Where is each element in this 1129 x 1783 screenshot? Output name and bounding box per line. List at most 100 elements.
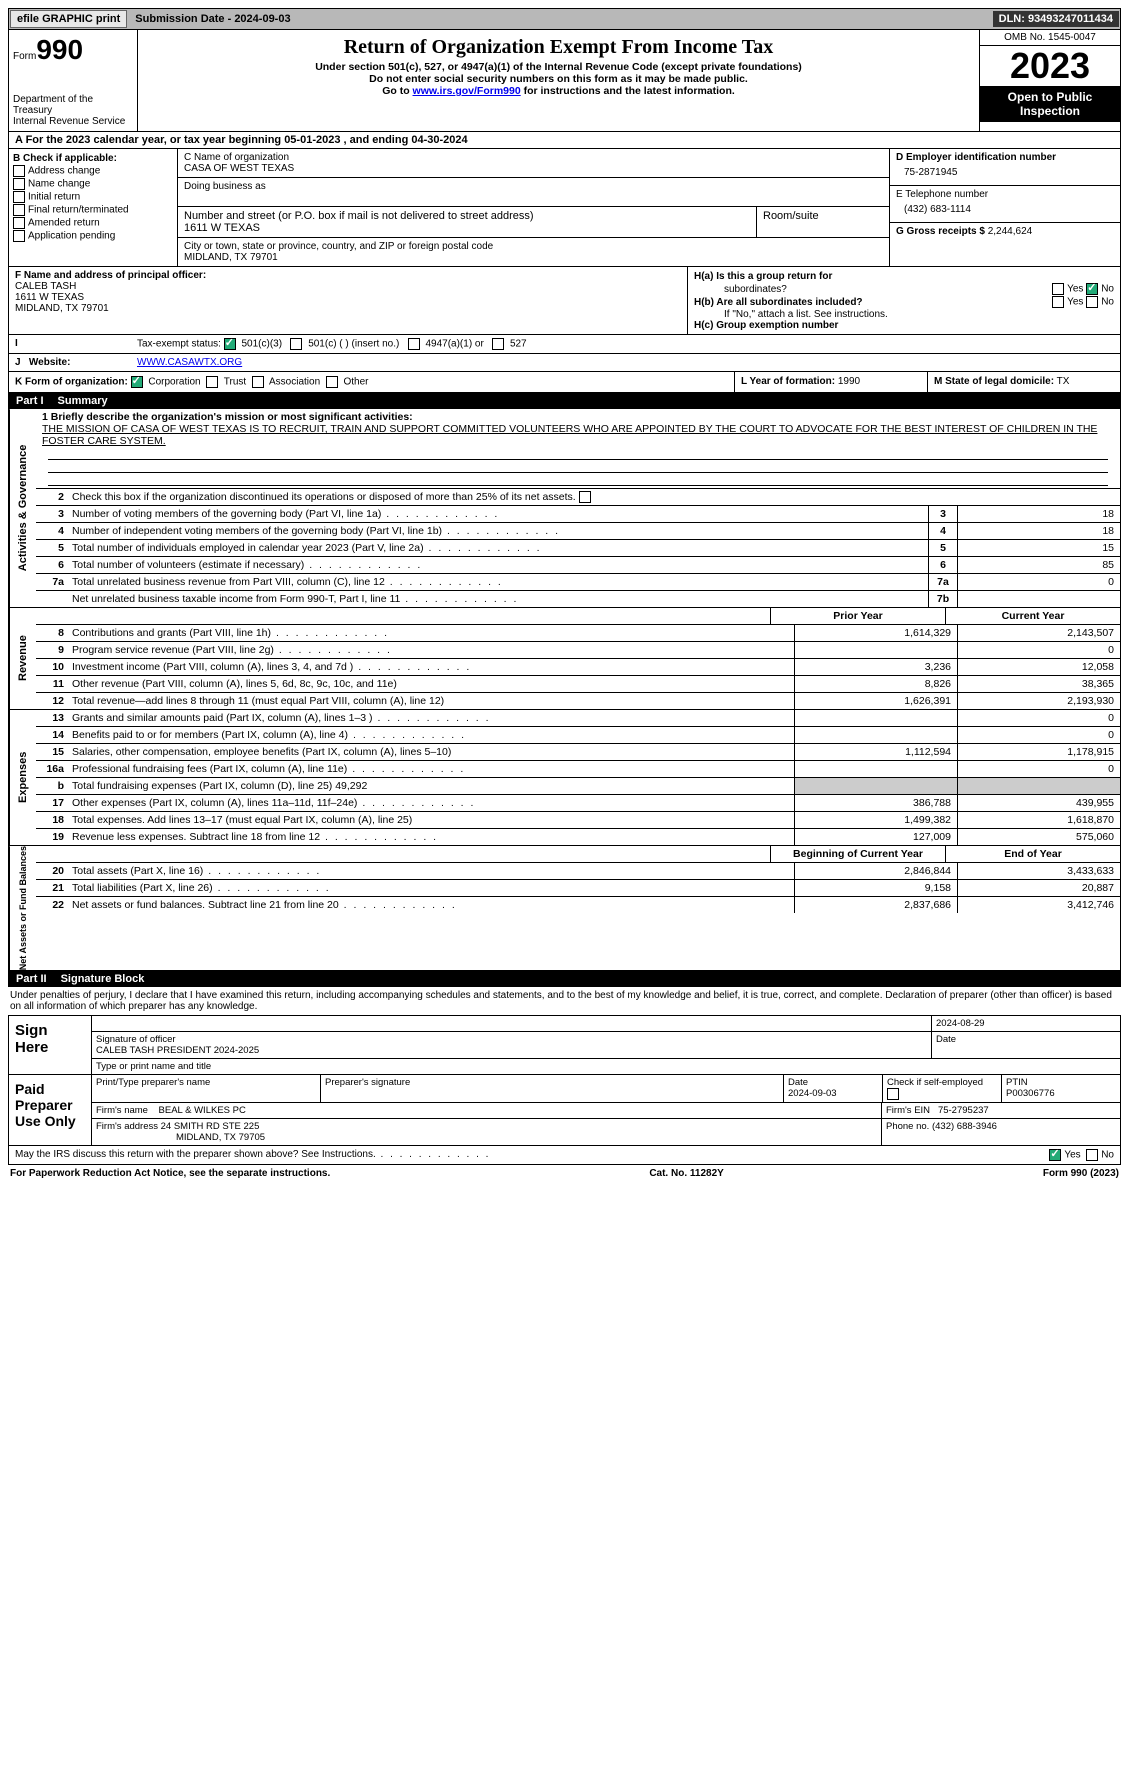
state-domicile: TX (1057, 376, 1070, 387)
c18: 1,618,870 (957, 812, 1120, 828)
paid-preparer-label: Paid Preparer Use Only (9, 1075, 92, 1145)
org-name: CASA OF WEST TEXAS (184, 163, 883, 174)
section-bcd: B Check if applicable: Address change Na… (8, 149, 1121, 267)
line-7b: Net unrelated business taxable income fr… (68, 591, 928, 607)
line-4: Number of independent voting members of … (68, 523, 928, 539)
hb-label: H(b) Are all subordinates included? (694, 297, 863, 308)
tab-expenses: Expenses (9, 710, 36, 845)
chk-other[interactable] (326, 376, 338, 388)
discuss-no[interactable] (1086, 1149, 1098, 1161)
ha2-label: subordinates? (694, 284, 787, 295)
box-b: B Check if applicable: Address change Na… (9, 149, 178, 266)
line-6: Total number of volunteers (estimate if … (68, 557, 928, 573)
discuss-yes[interactable] (1049, 1149, 1061, 1161)
officer-addr1: 1611 W TEXAS (15, 292, 84, 303)
phone-label: E Telephone number (896, 189, 1114, 200)
line-18: Total expenses. Add lines 13–17 (must eq… (68, 812, 794, 828)
p11: 8,826 (794, 676, 957, 692)
form-header: Form990 Department of the Treasury Inter… (8, 30, 1121, 132)
hb-yes[interactable] (1052, 296, 1064, 308)
firm-ein: 75-2795237 (938, 1105, 989, 1116)
c9: 0 (957, 642, 1120, 658)
dba-label: Doing business as (184, 181, 883, 192)
chk-assoc[interactable] (252, 376, 264, 388)
line-7a: Total unrelated business revenue from Pa… (68, 574, 928, 590)
irs-discuss-row: May the IRS discuss this return with the… (8, 1146, 1121, 1165)
chk-527[interactable] (492, 338, 504, 350)
paid-preparer-block: Paid Preparer Use Only Print/Type prepar… (8, 1075, 1121, 1146)
officer-label: F Name and address of principal officer: (15, 270, 206, 281)
ha-no[interactable] (1086, 283, 1098, 295)
line-10: Investment income (Part VIII, column (A)… (68, 659, 794, 675)
hb2-label: If "No," attach a list. See instructions… (694, 309, 1114, 320)
p18: 1,499,382 (794, 812, 957, 828)
chk-pending[interactable]: Application pending (13, 230, 173, 242)
ha-label: H(a) Is this a group return for (694, 271, 832, 282)
c15: 1,178,915 (957, 744, 1120, 760)
ha-yes[interactable] (1052, 283, 1064, 295)
submission-date: Submission Date - 2024-09-03 (131, 13, 294, 25)
p22: 2,837,686 (794, 897, 957, 913)
c19: 575,060 (957, 829, 1120, 845)
hc-label: H(c) Group exemption number (694, 320, 838, 331)
revenue-section: Revenue Prior YearCurrent Year 8Contribu… (8, 608, 1121, 710)
website-link[interactable]: WWW.CASAWTX.ORG (137, 357, 242, 368)
expenses-section: Expenses 13Grants and similar amounts pa… (8, 710, 1121, 846)
signature-intro: Under penalties of perjury, I declare th… (8, 987, 1121, 1015)
chk-4947[interactable] (408, 338, 420, 350)
c12: 2,193,930 (957, 693, 1120, 709)
activities-governance: Activities & Governance 1 Briefly descri… (8, 409, 1121, 608)
c21: 20,887 (957, 880, 1120, 896)
line-13: Grants and similar amounts paid (Part IX… (68, 710, 794, 726)
gross-label: G Gross receipts $ (896, 226, 985, 237)
tab-activities: Activities & Governance (9, 409, 36, 607)
tax-year: 2023 (980, 46, 1120, 86)
org-name-label: C Name of organization (184, 152, 883, 163)
sig-officer-label: Signature of officer (96, 1034, 927, 1045)
chk-address[interactable]: Address change (13, 165, 173, 177)
p17: 386,788 (794, 795, 957, 811)
box-h: H(a) Is this a group return for subordin… (687, 267, 1120, 334)
box-f: F Name and address of principal officer:… (9, 267, 687, 334)
c8: 2,143,507 (957, 625, 1120, 641)
sig-type-label: Type or print name and title (92, 1059, 1120, 1074)
line-12: Total revenue—add lines 8 through 11 (mu… (68, 693, 794, 709)
p16a (794, 761, 957, 777)
row-klm: K Form of organization: Corporation Trus… (8, 372, 1121, 393)
c17: 439,955 (957, 795, 1120, 811)
chk-amended[interactable]: Amended return (13, 217, 173, 229)
part-2-header: Part II Signature Block (8, 971, 1121, 987)
c14: 0 (957, 727, 1120, 743)
street: 1611 W TEXAS (184, 222, 750, 234)
form-title: Return of Organization Exempt From Incom… (146, 36, 971, 59)
chk-501c3[interactable] (224, 338, 236, 350)
val-5: 15 (957, 540, 1120, 556)
box-c: C Name of organization CASA OF WEST TEXA… (178, 149, 889, 266)
val-7a: 0 (957, 574, 1120, 590)
chk-trust[interactable] (206, 376, 218, 388)
line-16b: Total fundraising expenses (Part IX, col… (68, 778, 794, 794)
row-fh: F Name and address of principal officer:… (8, 267, 1121, 335)
firm-addr: 24 SMITH RD STE 225 (161, 1121, 260, 1132)
sig-date: 2024-08-29 (932, 1016, 1120, 1031)
chk-corp[interactable] (131, 376, 143, 388)
omb-number: OMB No. 1545-0047 (980, 30, 1120, 46)
firm-city: MIDLAND, TX 79705 (96, 1132, 265, 1143)
efile-print-button[interactable]: efile GRAPHIC print (10, 10, 127, 28)
p13 (794, 710, 957, 726)
line-19: Revenue less expenses. Subtract line 18 … (68, 829, 794, 845)
chk-initial[interactable]: Initial return (13, 191, 173, 203)
c16a: 0 (957, 761, 1120, 777)
line-14: Benefits paid to or for members (Part IX… (68, 727, 794, 743)
chk-501c[interactable] (290, 338, 302, 350)
p12: 1,626,391 (794, 693, 957, 709)
chk-name[interactable]: Name change (13, 178, 173, 190)
irs-link[interactable]: www.irs.gov/Form990 (413, 85, 521, 97)
hb-no[interactable] (1086, 296, 1098, 308)
line-5: Total number of individuals employed in … (68, 540, 928, 556)
p8: 1,614,329 (794, 625, 957, 641)
discuss-label: May the IRS discuss this return with the… (15, 1149, 490, 1161)
chk-final[interactable]: Final return/terminated (13, 204, 173, 216)
subtitle-3: Go to www.irs.gov/Form990 for instructio… (146, 85, 971, 97)
line-a: A For the 2023 calendar year, or tax yea… (8, 132, 1121, 149)
